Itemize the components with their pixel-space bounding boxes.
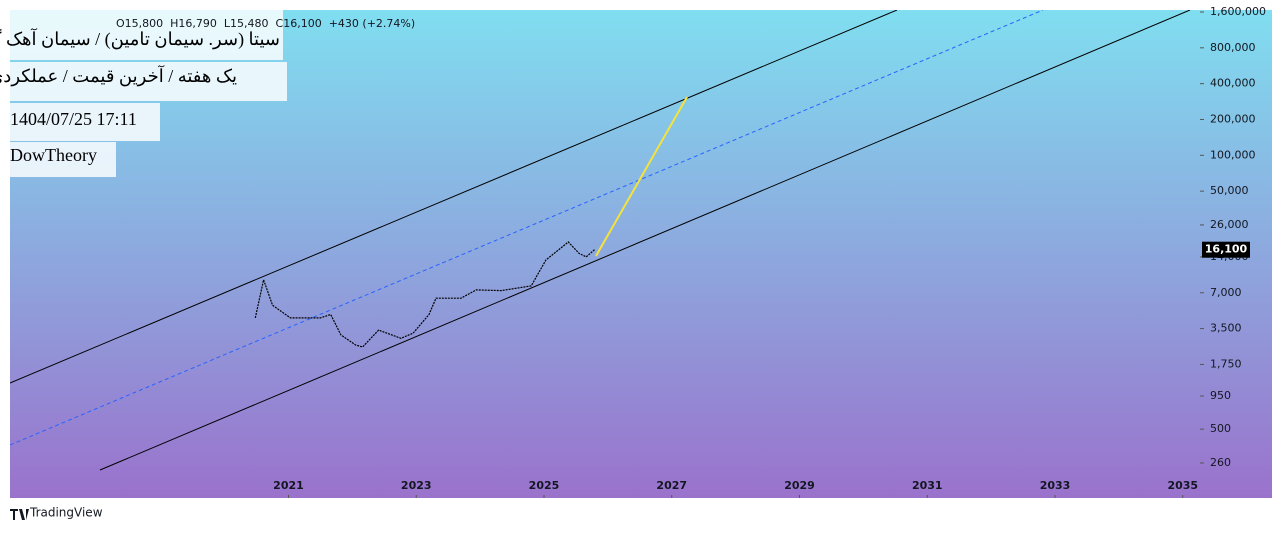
- projection-line: [595, 96, 688, 257]
- author: DowTheory: [10, 145, 97, 165]
- datetime: 1404/07/25 17:11: [10, 109, 137, 129]
- x-tick-label: 2027: [656, 479, 687, 492]
- y-tick-label: 50,000: [1210, 184, 1249, 197]
- brand-logo: [10, 509, 29, 520]
- y-tick-label: 400,000: [1210, 77, 1256, 90]
- drawings: [10, 10, 1191, 471]
- x-tick-label: 2025: [529, 479, 560, 492]
- last-price-badge: [1202, 241, 1250, 258]
- channel-lower: [99, 10, 1191, 471]
- channel-mid: [10, 10, 1044, 446]
- y-tick-label: 26,000: [1210, 218, 1249, 231]
- x-tick-label: 2035: [1167, 479, 1198, 492]
- x-tick-label: 2031: [912, 479, 943, 492]
- last-price-label: 16,100: [1205, 243, 1248, 256]
- y-tick-label: 260: [1210, 456, 1231, 469]
- y-tick-label: 500: [1210, 422, 1231, 435]
- ohlc-value: O15,800: [116, 17, 163, 30]
- x-tick-label: 2023: [401, 479, 432, 492]
- y-tick-label: 7,000: [1210, 286, 1242, 299]
- label-box: [10, 142, 116, 177]
- brand: TradingView: [29, 506, 103, 520]
- subtitle: یک هفته / آخرین قیمت / عملکردی: [0, 65, 237, 87]
- y-tick-label: 1,750: [1210, 357, 1242, 370]
- y-tick-label: 1,600,000: [1210, 5, 1266, 18]
- y-tick-label: 800,000: [1210, 41, 1256, 54]
- symbol-title: سیتا (سر. سیمان تامین) / سیمان آهک گچ: [0, 28, 280, 50]
- label-box: [10, 62, 287, 101]
- y-tick-label: 200,000: [1210, 112, 1256, 125]
- y-tick-label: 950: [1210, 389, 1231, 402]
- channel-upper: [10, 10, 898, 384]
- y-tick-label: 100,000: [1210, 148, 1256, 161]
- x-tick-label: 2029: [784, 479, 815, 492]
- label-box: [10, 103, 160, 141]
- ohlc-value: +430 (+2.74%): [329, 17, 415, 30]
- x-tick-label: 2033: [1040, 479, 1071, 492]
- label-box: [10, 10, 283, 60]
- y-tick-label: 3,500: [1210, 322, 1242, 335]
- x-tick-label: 2021: [273, 479, 304, 492]
- ohlc-value: H16,790: [170, 17, 217, 30]
- ohlc-value: C16,100: [276, 17, 322, 30]
- ohlc-value: L15,480: [224, 17, 269, 30]
